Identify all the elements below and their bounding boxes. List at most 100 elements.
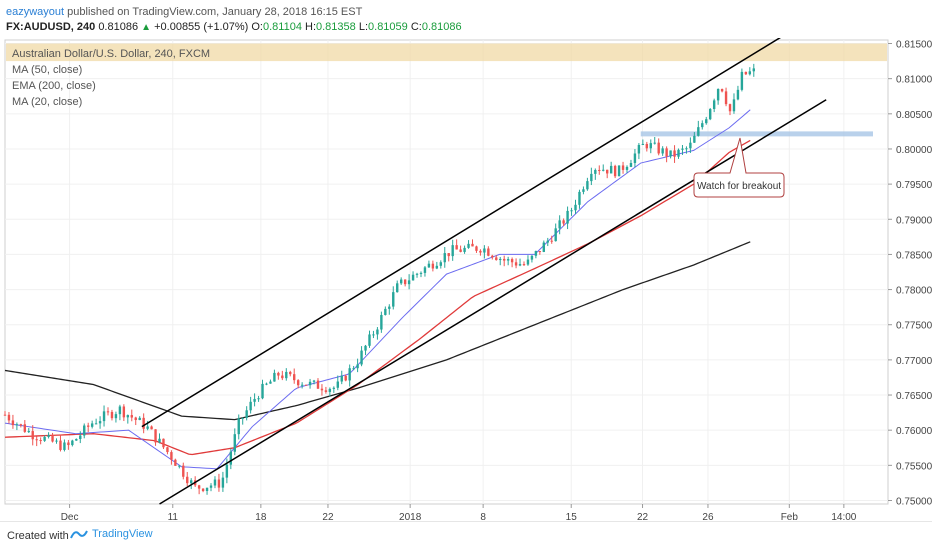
candle-body bbox=[657, 142, 660, 154]
candle-body bbox=[118, 406, 122, 415]
candle-body bbox=[712, 100, 716, 110]
candle-body bbox=[724, 91, 728, 105]
candle-body bbox=[86, 425, 90, 427]
candle-body bbox=[162, 438, 165, 448]
candle-body bbox=[293, 374, 296, 381]
candle-body bbox=[701, 123, 704, 128]
candle-body bbox=[296, 380, 300, 386]
low-value: 0.81059 bbox=[368, 21, 408, 33]
candle-body bbox=[443, 253, 446, 263]
price-chart[interactable]: Watch for breakout 0.81500 0.81000 0.80500… bbox=[0, 38, 932, 520]
candle-body bbox=[281, 375, 284, 379]
tradingview-link[interactable]: TradingView bbox=[70, 528, 153, 540]
candle-body bbox=[732, 99, 736, 112]
candle-body bbox=[23, 424, 27, 432]
time-tick-label: 11 bbox=[168, 512, 179, 520]
candle-body bbox=[483, 248, 486, 253]
price-tick-label: 0.81500 bbox=[896, 40, 932, 51]
price-tick-label: 0.80000 bbox=[896, 145, 932, 156]
author-link[interactable]: eazywayout bbox=[6, 6, 65, 18]
candle-body bbox=[304, 384, 308, 386]
candle-body bbox=[403, 279, 407, 285]
candle-body bbox=[582, 189, 585, 192]
chart-header: eazywayout published on TradingView.com,… bbox=[0, 0, 932, 40]
candle-body bbox=[245, 410, 248, 418]
trend-channel bbox=[141, 38, 827, 505]
candle-body bbox=[538, 251, 542, 253]
candle-body bbox=[205, 487, 209, 491]
time-tick-label: Feb bbox=[781, 512, 799, 520]
high-label: H: bbox=[305, 21, 316, 33]
candle-body bbox=[396, 283, 399, 293]
candle-body bbox=[213, 479, 217, 486]
symbol-label: FX:AUDUSD, 240 bbox=[6, 21, 96, 33]
candle-body bbox=[736, 89, 740, 100]
candle-body bbox=[90, 423, 94, 427]
price-tick-label: 0.78500 bbox=[896, 250, 932, 261]
candle-body bbox=[273, 372, 276, 382]
candle-body bbox=[300, 384, 304, 386]
candle-body bbox=[277, 372, 280, 376]
candle-body bbox=[613, 165, 617, 177]
candle-body bbox=[487, 248, 490, 256]
price-tick-label: 0.79000 bbox=[896, 215, 932, 226]
candle-body bbox=[645, 143, 649, 149]
candle-body bbox=[190, 480, 193, 484]
candle-body bbox=[71, 440, 74, 446]
price-axis: 0.81500 0.81000 0.80500 0.80000 0.79500 0.790… bbox=[888, 40, 932, 507]
candle-body bbox=[15, 424, 19, 426]
candle-body bbox=[602, 169, 605, 171]
candle-body bbox=[641, 143, 645, 145]
candle-body bbox=[63, 442, 66, 450]
candle-body bbox=[150, 426, 153, 430]
open-value: 0.81104 bbox=[262, 21, 302, 33]
candle-body bbox=[217, 479, 221, 488]
candle-body bbox=[586, 181, 589, 190]
candle-body bbox=[510, 259, 514, 263]
candle-body bbox=[518, 264, 522, 266]
candle-body bbox=[411, 274, 415, 281]
candle-body bbox=[526, 259, 530, 265]
callout-box bbox=[693, 137, 785, 198]
candle-body bbox=[629, 163, 633, 167]
candle-body bbox=[677, 149, 680, 157]
candle-body bbox=[237, 418, 240, 435]
candle-body bbox=[534, 251, 538, 256]
candle-body bbox=[126, 415, 130, 418]
candle-body bbox=[653, 142, 656, 144]
candle-body bbox=[67, 442, 70, 446]
candle-body bbox=[625, 166, 629, 170]
candle-body bbox=[146, 426, 149, 429]
candle-body bbox=[47, 435, 50, 437]
candle-body bbox=[83, 425, 86, 436]
candle-body bbox=[261, 383, 264, 399]
ma50-line bbox=[4, 139, 751, 456]
footer: Created with TradingView bbox=[0, 521, 932, 551]
time-tick-label: 22 bbox=[322, 512, 334, 520]
candle-body bbox=[716, 89, 720, 101]
candle-body bbox=[269, 381, 272, 384]
time-axis: Dec 11 18 22 2018 8 15 22 26 Feb 14:00 bbox=[61, 504, 857, 520]
candle-body bbox=[546, 240, 549, 243]
candle-body bbox=[154, 429, 157, 443]
candle-body bbox=[122, 406, 126, 418]
candle-body bbox=[166, 447, 169, 453]
candle-body bbox=[265, 383, 268, 385]
candle-body bbox=[174, 459, 177, 466]
chart-grid bbox=[4, 39, 889, 505]
candle-body bbox=[332, 387, 336, 389]
price-change: +0.00855 (+1.07%) bbox=[154, 21, 249, 33]
candle-body bbox=[201, 488, 205, 491]
candle-body bbox=[502, 258, 506, 261]
candle-body bbox=[225, 464, 229, 478]
candle-body bbox=[661, 148, 664, 154]
candle-body bbox=[558, 220, 561, 229]
ema200-line bbox=[4, 241, 751, 421]
candle-body bbox=[110, 411, 114, 419]
candle-body bbox=[649, 143, 652, 149]
legend-title: Australian Dollar/U.S. Dollar, 240, FXCM bbox=[12, 48, 211, 60]
candle-body bbox=[352, 368, 355, 370]
candle-body bbox=[471, 243, 474, 247]
candle-body bbox=[356, 364, 359, 369]
candle-body bbox=[447, 253, 450, 257]
